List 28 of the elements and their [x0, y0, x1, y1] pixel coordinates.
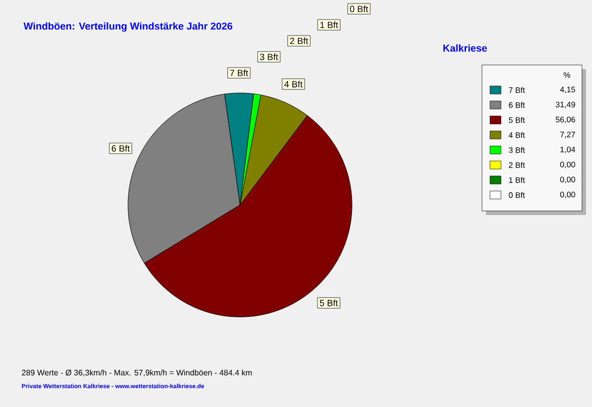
chart-subtitle: Kalkriese [443, 44, 487, 52]
category-label: 1 Bft [320, 22, 338, 28]
text: 289 Werte - Ø 36,3km/h - Max. 57,9km/h = Windböen - 484.4 km [22, 370, 252, 376]
slice-label: 5 Bft [320, 300, 338, 306]
slice-label: 7 Bft [230, 70, 248, 76]
data-label: 31,49 [556, 102, 576, 108]
text: 0,00 [560, 162, 576, 168]
legend-label: 5 Bft [508, 117, 525, 123]
legend-label: 4 Bft [508, 132, 525, 138]
category-label: 0 Bft [350, 6, 368, 12]
legend-label: 0 Bft [508, 192, 525, 198]
category-label: 3 Bft [260, 54, 278, 60]
slice-label: 4 Bft [284, 80, 303, 88]
data-label: 7,27 [560, 132, 576, 138]
legend-label: 7 Bft [508, 87, 525, 93]
legend-label: 3 Bft [508, 147, 525, 153]
data-label: 4,15 [560, 86, 576, 94]
slice-label: 6 Bft [112, 145, 130, 152]
legend-label: 6 Bft [508, 102, 525, 108]
text: 0,00 [560, 176, 576, 184]
legend-label: 2 Bft [508, 162, 525, 168]
legend-title: % [564, 72, 570, 78]
category-label: 2 Bft [290, 38, 308, 44]
data-label: 1,04 [560, 146, 576, 154]
data-label: 56,06 [556, 116, 576, 124]
text: 0,00 [560, 192, 576, 198]
chart-title: Windböen: Verteilung Windstärke Jahr 2026 [24, 22, 232, 32]
legend-label: 1 Bft [509, 177, 525, 183]
